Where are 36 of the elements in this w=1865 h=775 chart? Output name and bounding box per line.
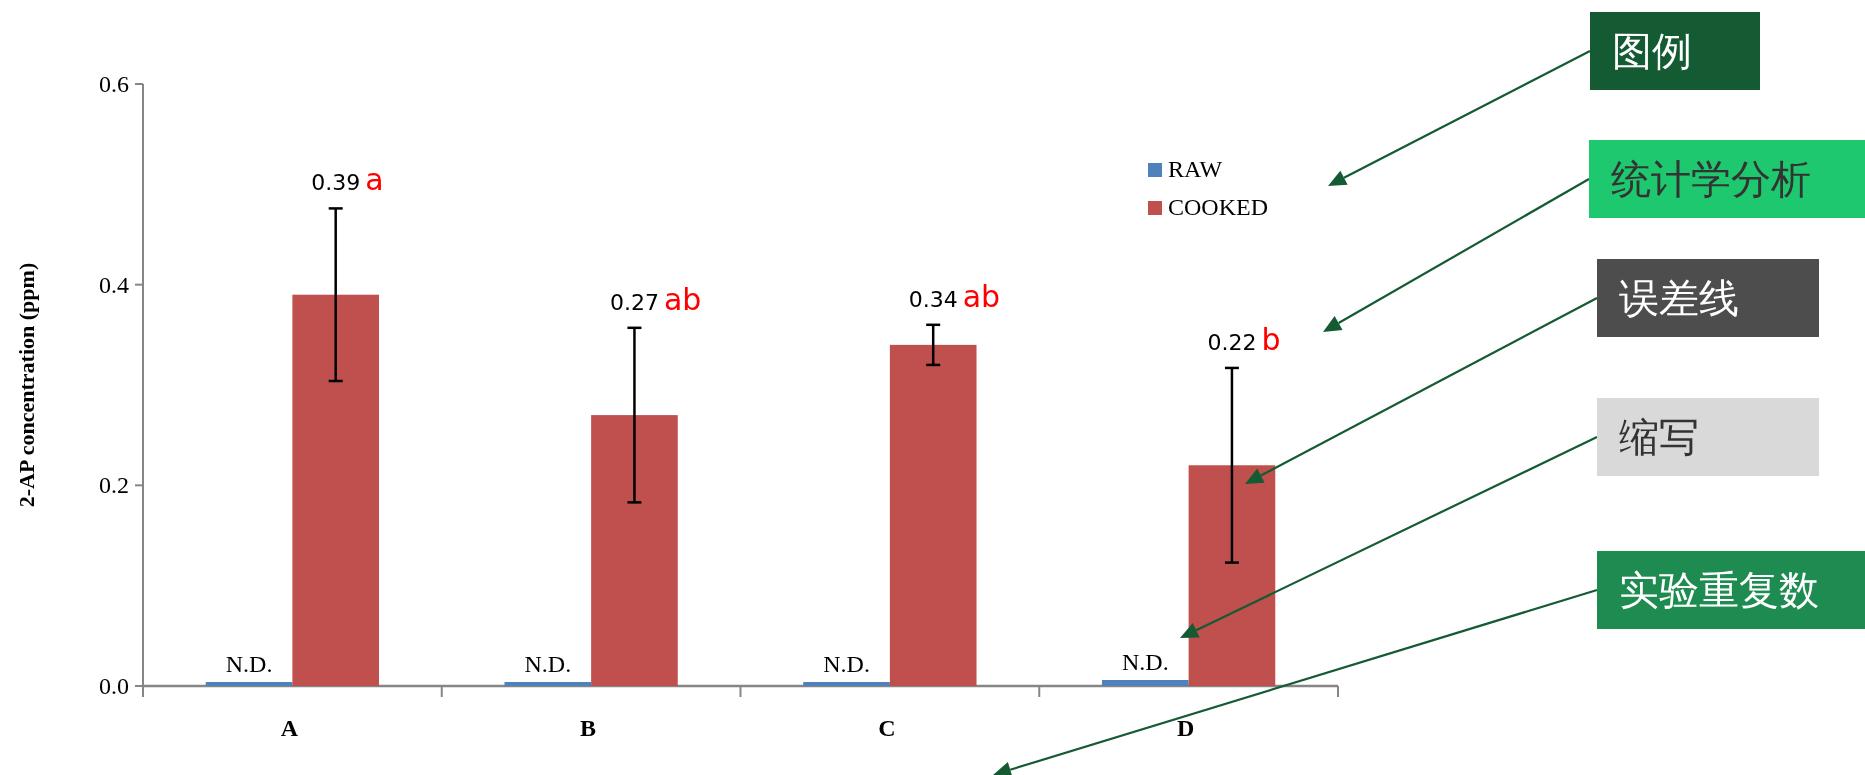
bar xyxy=(591,415,678,686)
bar xyxy=(292,294,380,686)
bar xyxy=(889,344,977,686)
y-tick-label: 0.0 xyxy=(99,673,129,699)
y-axis-title: 2-AP concentration (ppm) xyxy=(14,262,39,508)
bar xyxy=(1101,679,1189,686)
data-label: N.D. xyxy=(225,650,273,677)
bar xyxy=(504,681,592,686)
annotation: 0.27 xyxy=(609,289,659,315)
annotation: 0.22 xyxy=(1207,329,1257,355)
x-tick-label: B xyxy=(580,715,597,741)
bar xyxy=(1188,465,1276,686)
data-label: N.D. xyxy=(524,650,572,677)
text: 图例 xyxy=(1612,28,1692,74)
annotation: b xyxy=(1261,321,1281,357)
y-tick-label: 0.6 xyxy=(99,71,129,97)
annotation: 0.34 xyxy=(908,286,958,312)
text: 统计学分析 xyxy=(1611,156,1811,202)
text: 缩写 xyxy=(1619,414,1699,460)
text: 实验重复数 xyxy=(1619,567,1819,613)
y-tick-label: 0.2 xyxy=(99,472,129,499)
annotation: 0.39 xyxy=(311,170,361,196)
data-label: N.D. xyxy=(1121,648,1169,675)
bar xyxy=(803,681,890,686)
x-tick-label: A xyxy=(280,715,299,741)
text: 误差线 xyxy=(1619,275,1739,321)
x-tick-label: D xyxy=(1176,715,1195,741)
data-label: N.D. xyxy=(823,650,870,677)
y-tick-label: 0.4 xyxy=(99,271,129,298)
legend-label: RAW xyxy=(1168,156,1223,182)
annotation: ab xyxy=(663,281,702,317)
annotation: ab xyxy=(962,278,1001,314)
bar xyxy=(205,681,293,686)
annotation: a xyxy=(365,162,384,198)
x-tick-label: C xyxy=(878,715,896,741)
legend-label: COOKED xyxy=(1168,194,1268,220)
